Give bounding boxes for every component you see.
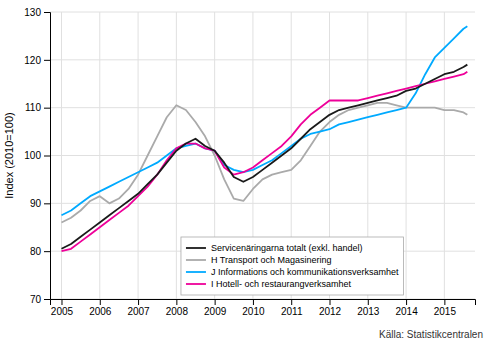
tick-label: 120	[24, 55, 41, 66]
tick-mark	[44, 156, 50, 157]
tick-mark	[44, 12, 50, 13]
tick: 110	[25, 102, 50, 113]
series-line	[61, 26, 467, 215]
legend-label: H Transport och Magasinering	[211, 255, 332, 265]
tick-label: 130	[24, 7, 41, 18]
tick-mark	[44, 251, 50, 252]
tick-label: 100	[24, 150, 41, 161]
tick-label: 2005	[51, 306, 74, 317]
legend-swatch	[186, 271, 206, 273]
tick: 2006	[89, 299, 112, 317]
tick-mark	[176, 299, 177, 305]
grid	[50, 12, 475, 299]
legend-swatch	[186, 283, 206, 285]
tick: 130	[24, 7, 50, 18]
tick: 80	[30, 246, 50, 257]
grid-line-y	[50, 203, 475, 204]
tick-label: 2006	[89, 306, 112, 317]
series-line	[61, 65, 467, 249]
tick-label: 110	[25, 102, 41, 113]
tick-label: 2008	[166, 306, 189, 317]
y-axis-title: Index (2010=100)	[3, 112, 15, 199]
tick-mark	[138, 299, 139, 305]
legend-swatch	[186, 247, 206, 249]
tick: 100	[24, 150, 50, 161]
axis-line	[51, 300, 476, 306]
tick-mark	[44, 60, 50, 61]
tick: 2005	[51, 299, 74, 317]
tick-mark	[330, 299, 331, 305]
tick-mark	[291, 299, 292, 305]
tick-label: 2011	[281, 306, 303, 317]
tick-mark	[215, 299, 216, 305]
tick: 2015	[434, 299, 457, 317]
legend-item: I Hotell- och restaurangverksamhet	[186, 279, 352, 289]
tick: 70	[30, 294, 50, 305]
tick-mark	[253, 299, 254, 305]
tick: 2012	[319, 299, 342, 317]
tick-label: 2007	[127, 306, 150, 317]
axis-line	[44, 13, 51, 300]
tick-label: 2010	[242, 306, 265, 317]
grid-line-y	[50, 59, 475, 60]
source-note: Källa: Statistikcentralen	[379, 329, 483, 340]
tick-mark	[368, 299, 369, 305]
tick-mark	[444, 299, 445, 305]
plot-area	[61, 26, 467, 251]
tick-label: 2012	[319, 306, 342, 317]
grid-line-y	[50, 155, 475, 156]
tick: 2014	[395, 299, 418, 317]
tick: 2007	[127, 299, 150, 317]
y-axis: 70 80 90 100 110 120 130	[24, 7, 50, 305]
legend-frame	[181, 237, 404, 295]
tick: 2010	[242, 299, 265, 317]
tick-mark	[44, 108, 50, 109]
tick: 2009	[204, 299, 227, 317]
x-axis: 2005 2006 2007 2008 2009 2010 2011 2012 2013 2014…	[51, 299, 476, 317]
tick-mark	[100, 299, 101, 305]
legend-label: Servicenäringarna totalt (exkl. handel)	[211, 243, 363, 253]
grid-line-y	[50, 12, 475, 13]
legend: Servicenäringarna totalt (exkl. handel) H…	[181, 237, 404, 295]
tick: 120	[24, 55, 50, 66]
tick-label: 2013	[357, 306, 380, 317]
tick-mark	[44, 299, 50, 300]
tick-label: 2009	[204, 306, 227, 317]
legend-item: H Transport och Magasinering	[186, 255, 332, 265]
series-line	[61, 72, 467, 251]
tick-label: 2015	[434, 306, 457, 317]
legend-label: J Informations och kommunikationsverksam…	[211, 267, 399, 277]
tick-label: 90	[30, 198, 42, 209]
tick-mark	[61, 299, 62, 305]
legend-item: J Informations och kommunikationsverksam…	[186, 267, 399, 277]
legend-item: Servicenäringarna totalt (exkl. handel)	[186, 243, 363, 253]
tick: 2011	[281, 299, 303, 317]
tick-label: 80	[30, 246, 42, 257]
tick: 2013	[357, 299, 380, 317]
legend-label: I Hotell- och restaurangverksamhet	[211, 279, 352, 289]
chart: 2005 2006 2007 2008 2009 2010 2011 2012 2013 2014…	[0, 0, 491, 343]
tick: 2008	[166, 299, 189, 317]
tick: 90	[30, 198, 50, 209]
tick-label: 70	[30, 294, 42, 305]
tick-mark	[44, 203, 50, 204]
legend-swatch	[186, 259, 206, 261]
tick-label: 2014	[395, 306, 418, 317]
tick-mark	[406, 299, 407, 305]
